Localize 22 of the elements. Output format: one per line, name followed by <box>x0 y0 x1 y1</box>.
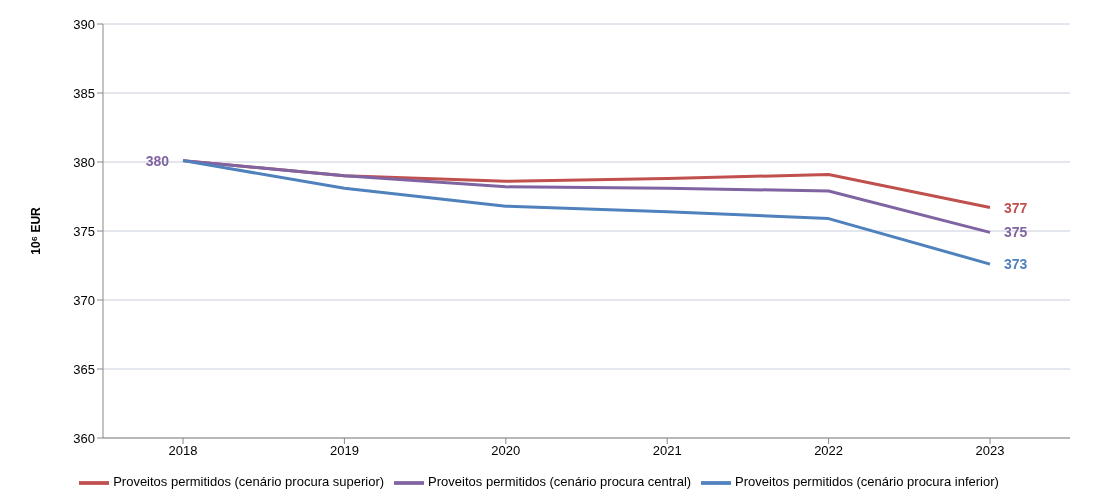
legend-label: Proveitos permitidos (cenário procura inferior) <box>735 474 999 490</box>
y-tick-label: 390 <box>73 16 95 32</box>
x-tick-label: 2019 <box>329 443 359 459</box>
y-tick-label: 380 <box>73 154 95 170</box>
y-tick-label: 375 <box>73 223 95 239</box>
x-tick-label: 2018 <box>168 443 198 459</box>
x-tick-label: 2021 <box>652 443 682 459</box>
legend-label: Proveitos permitidos (cenário procura central) <box>428 474 692 490</box>
x-tick-label: 2020 <box>491 443 521 459</box>
x-tick-label: 2023 <box>975 443 1005 459</box>
data-label: 373 <box>1004 256 1028 273</box>
y-tick-label: 385 <box>73 85 95 101</box>
x-tick-label: 2022 <box>814 443 844 459</box>
y-tick-label: 370 <box>73 292 95 308</box>
y-axis-title: 10⁶ EUR <box>29 206 43 255</box>
line-series <box>181 159 992 266</box>
legend-label: Proveitos permitidos (cenário procura superior) <box>113 474 385 490</box>
y-tick-label: 360 <box>73 430 95 446</box>
data-label: 377 <box>1004 199 1028 216</box>
y-tick-label: 365 <box>73 361 95 377</box>
data-label: 380 <box>145 152 170 169</box>
data-label: 375 <box>1004 224 1028 241</box>
